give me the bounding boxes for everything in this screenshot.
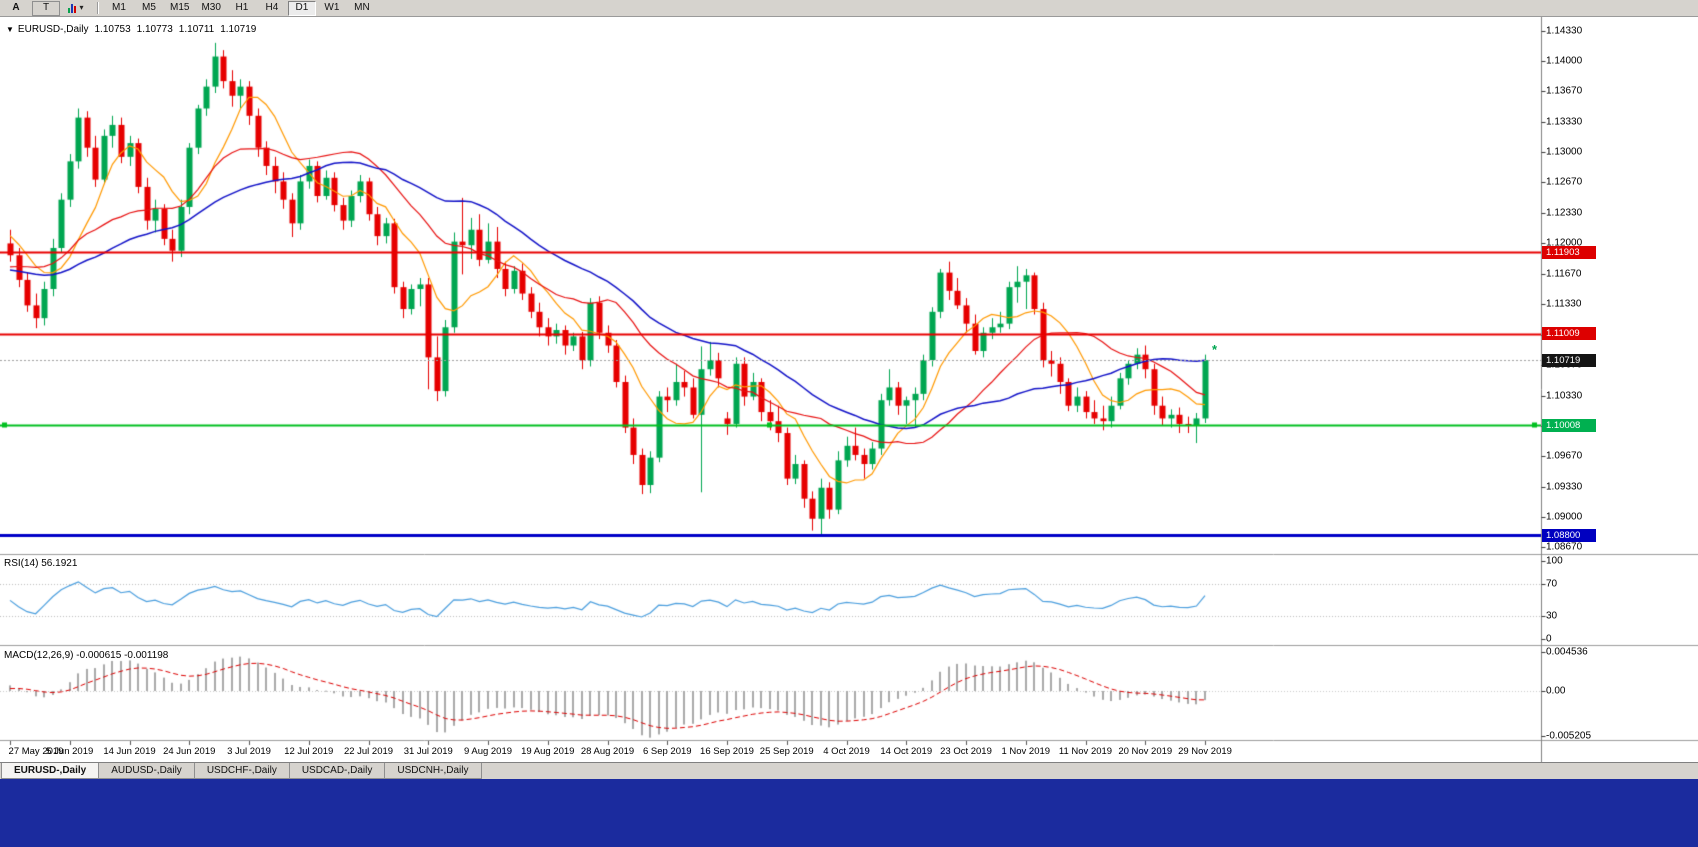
price-badge: 1.10008 (1542, 418, 1596, 432)
tab-audusd-daily[interactable]: AUDUSD-,Daily (98, 763, 195, 779)
chart-info-line: ▼ EURUSD-,Daily 1.10753 1.10773 1.10711 1.107… (6, 24, 262, 35)
date-label: 9 Aug 2019 (463, 746, 513, 757)
date-label: 28 Aug 2019 (580, 746, 635, 757)
price-marker-icon: * (1212, 341, 1218, 357)
timeframe-button-w1[interactable]: W1 (324, 2, 340, 13)
price-tick-label: 1.09000 (1546, 511, 1583, 523)
date-label: 11 Nov 2019 (1058, 746, 1113, 757)
chart-window[interactable]: ▼ EURUSD-,Daily 1.10753 1.10773 1.10711 1.107… (0, 17, 1698, 762)
ohlc-high: 1.10773 (136, 24, 173, 35)
timeframe-button-h1[interactable]: H1 (235, 2, 249, 13)
price-tick-label: 1.14000 (1546, 55, 1583, 67)
price-badge: 1.08800 (1542, 528, 1596, 542)
price-tick-label: 1.10330 (1546, 390, 1583, 402)
timeframe-button-m30[interactable]: M30 (201, 2, 221, 13)
price-tick-label: 1.09330 (1546, 481, 1583, 493)
price-tick-label: 1.13670 (1546, 85, 1583, 97)
macd-axis-label: -0.005205 (1546, 730, 1592, 742)
date-label: 1 Nov 2019 (1001, 746, 1051, 757)
text-tool-button[interactable]: T (32, 0, 60, 16)
date-label: 3 Jul 2019 (227, 746, 271, 757)
rsi-axis-label: 100 (1546, 555, 1563, 567)
expand-arrow-icon[interactable]: ▼ (6, 25, 14, 34)
ohlc-low: 1.10711 (178, 24, 215, 35)
taskbar-strip (0, 779, 1698, 847)
price-tick-label: 1.12000 (1546, 237, 1583, 249)
auto-scroll-button[interactable]: A (12, 2, 20, 13)
price-tick-label: 1.14330 (1546, 25, 1583, 37)
rsi-indicator-label: RSI(14) 56.1921 (4, 558, 78, 569)
price-tick-label: 1.12670 (1546, 176, 1583, 188)
chevron-down-icon: ▾ (79, 3, 84, 12)
date-label: 24 Jun 2019 (163, 746, 216, 757)
date-label: 29 Nov 2019 (1178, 746, 1232, 757)
tab-usdcnh-daily[interactable]: USDCNH-,Daily (384, 763, 482, 779)
chart-symbol-label: EURUSD-,Daily (17, 24, 89, 35)
date-label: 19 Aug 2019 (521, 746, 575, 757)
date-label: 23 Oct 2019 (940, 746, 992, 757)
date-label: 4 Oct 2019 (823, 746, 870, 757)
rsi-axis-label: 30 (1546, 610, 1558, 622)
date-label: 14 Oct 2019 (880, 746, 933, 757)
date-label: 16 Sep 2019 (700, 746, 754, 757)
tab-usdchf-daily[interactable]: USDCHF-,Daily (193, 763, 290, 779)
timeframe-button-h4[interactable]: H4 (265, 2, 279, 13)
chart-tab-bar: EURUSD-,Daily AUDUSD-,Daily USDCHF-,Dail… (0, 762, 1698, 779)
date-label: 27 May 2019 (8, 746, 64, 757)
macd-axis-label: 0.00 (1546, 685, 1566, 697)
price-badge: 1.11009 (1542, 327, 1596, 341)
timeframe-button-d1[interactable]: D1 (287, 0, 316, 16)
tab-eurusd-daily[interactable]: EURUSD-,Daily (1, 763, 100, 779)
price-badge: 1.10719 (1542, 353, 1596, 367)
price-chart-canvas[interactable] (0, 17, 1698, 762)
date-label: 22 Jul 2019 (343, 746, 394, 757)
toolbar-separator (97, 2, 98, 14)
price-tick-label: 1.11330 (1546, 298, 1582, 310)
macd-indicator-label: MACD(12,26,9) -0.000615 -0.001198 (4, 650, 169, 661)
rsi-axis-label: 0 (1546, 633, 1552, 645)
timeframe-button-m5[interactable]: M5 (142, 2, 156, 13)
date-label: 12 Jul 2019 (284, 746, 334, 757)
rsi-axis-label: 70 (1546, 578, 1558, 590)
tab-usdcad-daily[interactable]: USDCAD-,Daily (288, 763, 386, 779)
date-label: 20 Nov 2019 (1118, 746, 1173, 757)
timeframe-button-m1[interactable]: M1 (112, 2, 126, 13)
price-tick-label: 1.12330 (1546, 207, 1583, 219)
ohlc-close: 1.10719 (220, 24, 257, 35)
chart-tools-icon (68, 3, 77, 13)
date-label: 31 Jul 2019 (403, 746, 453, 757)
price-tick-label: 1.08670 (1546, 541, 1583, 553)
ohlc-open: 1.10753 (94, 24, 131, 35)
price-tick-label: 1.09670 (1546, 450, 1583, 462)
timeframe-button-m15[interactable]: M15 (170, 2, 190, 13)
date-label: 25 Sep 2019 (759, 746, 814, 757)
price-badge: 1.11903 (1542, 245, 1596, 259)
price-tick-label: 1.11670 (1546, 268, 1582, 279)
chart-tools-dropdown[interactable]: ▾ (62, 1, 90, 16)
price-tick-label: 1.13000 (1546, 146, 1583, 158)
price-tick-label: 1.13330 (1546, 116, 1583, 128)
timeframe-button-mn[interactable]: MN (354, 2, 370, 13)
macd-axis-label: 0.004536 (1546, 646, 1588, 658)
date-label: 14 Jun 2019 (103, 746, 156, 757)
top-toolbar: A T ▾ M1 M5 M15 M30 H1 H4 D1 W1 MN (0, 0, 1698, 17)
date-label: 6 Sep 2019 (642, 746, 692, 757)
date-label: 5 Jun 2019 (46, 746, 94, 757)
